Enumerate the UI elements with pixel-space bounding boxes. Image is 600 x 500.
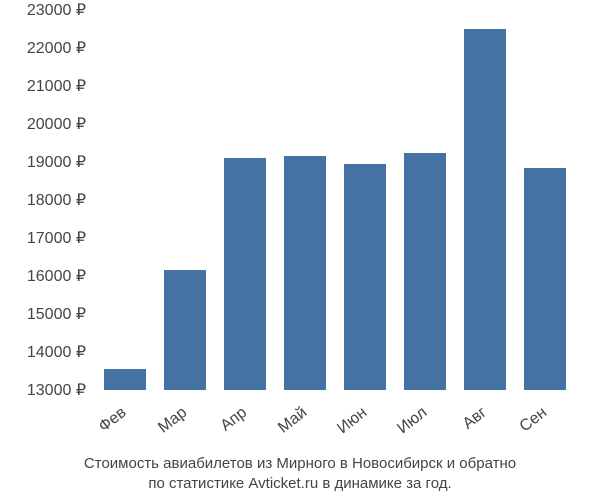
x-label-slot: Апр	[215, 392, 275, 452]
bar-slot	[395, 10, 455, 390]
bar-slot	[335, 10, 395, 390]
bars-container	[95, 10, 575, 390]
bar	[104, 369, 146, 390]
plot-area	[95, 10, 575, 390]
x-label-slot: Авг	[455, 392, 515, 452]
x-label-slot: Сен	[515, 392, 575, 452]
bar-slot	[275, 10, 335, 390]
bar	[284, 156, 326, 390]
x-label-slot: Мар	[155, 392, 215, 452]
bar	[404, 153, 446, 391]
y-tick-label: 18000 ₽	[27, 190, 86, 210]
x-tick-label: Мар	[155, 404, 191, 437]
y-tick-label: 23000 ₽	[27, 0, 86, 20]
x-tick-label: Июн	[334, 404, 371, 438]
x-label-slot: Июл	[395, 392, 455, 452]
x-tick-label: Фев	[96, 404, 130, 436]
y-tick-label: 22000 ₽	[27, 38, 86, 58]
bar-slot	[515, 10, 575, 390]
chart-caption: Стоимость авиабилетов из Мирного в Новос…	[0, 454, 600, 495]
x-label-slot: Фев	[95, 392, 155, 452]
x-axis-labels: Фев Мар Апр Май Июн Июл Авг Сен	[95, 392, 575, 452]
y-tick-label: 14000 ₽	[27, 342, 86, 362]
y-tick-label: 20000 ₽	[27, 114, 86, 134]
bar	[464, 29, 506, 390]
x-label-slot: Июн	[335, 392, 395, 452]
bar-slot	[215, 10, 275, 390]
x-tick-label: Июл	[394, 404, 431, 438]
y-axis-labels: 13000 ₽14000 ₽15000 ₽16000 ₽17000 ₽18000…	[0, 10, 90, 390]
bar	[524, 168, 566, 390]
bar	[344, 164, 386, 390]
bar-slot	[155, 10, 215, 390]
y-tick-label: 17000 ₽	[27, 228, 86, 248]
y-tick-label: 19000 ₽	[27, 152, 86, 172]
bar-slot	[95, 10, 155, 390]
x-tick-label: Сен	[516, 404, 550, 436]
x-tick-label: Авг	[460, 404, 491, 434]
y-tick-label: 15000 ₽	[27, 304, 86, 324]
caption-line2: по статистике Avticket.ru в динамике за …	[148, 475, 451, 492]
price-chart: 13000 ₽ 14000 ₽ 15000 ₽ 16000 ₽ 17000 ₽ 18000…	[0, 0, 600, 500]
caption-line1: Стоимость авиабилетов из Мирного в Новос…	[84, 455, 516, 472]
bar	[224, 158, 266, 390]
bar-slot	[455, 10, 515, 390]
y-tick-label: 13000 ₽	[27, 380, 86, 400]
y-tick-label: 21000 ₽	[27, 76, 86, 96]
x-tick-label: Май	[275, 404, 311, 437]
x-label-slot: Май	[275, 392, 335, 452]
y-tick-label: 16000 ₽	[27, 266, 86, 286]
bar	[164, 270, 206, 390]
x-tick-label: Апр	[217, 404, 250, 436]
